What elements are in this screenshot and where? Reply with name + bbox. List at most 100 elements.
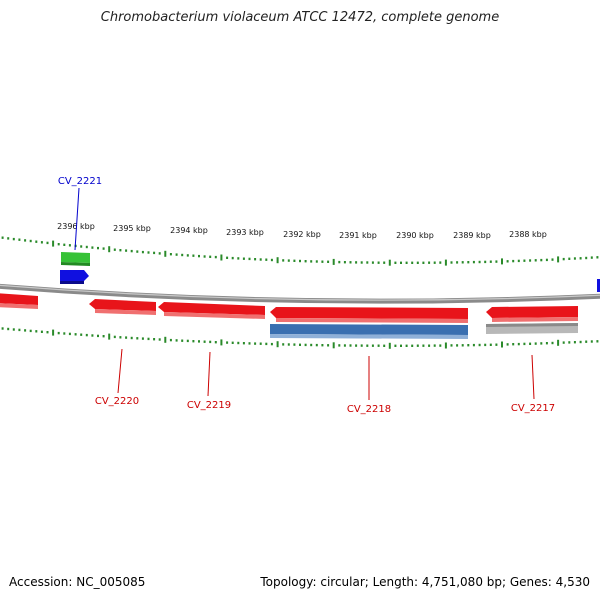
inner-tick-35	[192, 340, 195, 343]
inner-tick-83	[461, 344, 464, 347]
inner-tick-20	[108, 333, 111, 340]
outer-tick-22	[119, 249, 122, 252]
outer-tick-30	[164, 250, 167, 257]
outer-tick-86	[478, 260, 481, 264]
gene-cv2217-grey[interactable]	[486, 323, 578, 334]
outer-tick-38	[209, 255, 212, 258]
inner-tick-79	[439, 344, 442, 347]
inner-tick-12	[63, 332, 66, 335]
gene-cv2221-green[interactable]	[61, 252, 90, 266]
outer-tick-39	[214, 255, 217, 259]
outer-tick-106	[590, 256, 593, 259]
inner-tick-46	[254, 342, 257, 345]
inner-tick-34	[186, 339, 189, 343]
inner-tick-54	[299, 343, 301, 346]
inner-tick-25	[136, 337, 139, 340]
gene-label-cv2219[interactable]: CV_2219	[187, 400, 231, 411]
inner-tick-100	[557, 339, 560, 346]
leader-line-cv2219	[207, 351, 211, 397]
outer-tick-97	[540, 258, 543, 262]
inner-tick-88	[489, 343, 492, 346]
inner-tick-41	[226, 341, 229, 344]
inner-tick-105	[585, 340, 588, 343]
inner-tick-23	[125, 336, 128, 339]
outer-tick-71	[394, 261, 397, 264]
accession-label: Accession: NC_005085	[9, 575, 146, 589]
scale-label-2390: 2390 kbp	[396, 231, 434, 240]
inner-tick-69	[383, 344, 386, 347]
outer-tick-24	[130, 249, 133, 253]
inner-tick-104	[579, 340, 582, 344]
gene-label-cv2220[interactable]: CV_2220	[95, 396, 139, 407]
inner-tick-89	[495, 343, 498, 346]
gene-cv2218[interactable]	[270, 307, 468, 323]
inner-tick-36	[198, 340, 200, 343]
gene-blue-forward[interactable]	[60, 270, 89, 284]
outer-tick-46	[254, 258, 257, 261]
gene-cv2218-blue[interactable]	[270, 324, 468, 339]
outer-tick-4	[18, 238, 21, 241]
outer-tick-84	[467, 261, 470, 264]
outer-tick-105	[585, 256, 588, 260]
inner-tick-17	[91, 334, 94, 337]
inner-tick-2	[7, 327, 10, 331]
inner-tick-86	[478, 343, 481, 347]
gene-label-cv2221[interactable]: CV_2221	[58, 176, 102, 187]
inner-tick-9	[46, 331, 49, 334]
outer-tick-54	[299, 259, 301, 263]
inner-tick-56	[310, 343, 313, 347]
outer-tick-29	[158, 252, 161, 255]
outer-tick-23	[125, 249, 128, 252]
outer-tick-81	[450, 261, 453, 264]
inner-tick-55	[304, 343, 307, 347]
genome-title: Chromobacterium violaceum ATCC 12472, co…	[100, 10, 500, 25]
outer-tick-78	[433, 261, 436, 264]
outer-tick-51	[282, 259, 285, 262]
gene-cv2217[interactable]	[486, 306, 578, 322]
inner-tick-15	[80, 333, 83, 336]
inner-tick-13	[68, 332, 71, 336]
outer-tick-85	[472, 260, 475, 264]
outer-tick-104	[579, 257, 582, 260]
outer-tick-26	[141, 250, 144, 254]
inner-tick-64	[355, 344, 358, 347]
outer-tick-92	[512, 259, 515, 263]
outer-tick-37	[203, 255, 206, 258]
inner-tick-95	[529, 342, 532, 345]
inner-tick-3	[12, 328, 15, 331]
leader-line-cv2220	[117, 348, 123, 394]
outer-tick-19	[102, 247, 105, 250]
inner-tick-18	[97, 334, 99, 338]
inner-tick-27	[147, 337, 150, 341]
inner-tick-30	[164, 336, 167, 343]
outer-tick-79	[439, 261, 442, 264]
gene-cv2220[interactable]	[89, 299, 156, 315]
inner-tick-106	[590, 340, 593, 343]
outer-tick-83	[461, 261, 464, 264]
outer-tick-107	[596, 256, 599, 259]
gene-red-left-edge[interactable]	[0, 293, 38, 309]
outer-tick-60	[332, 258, 335, 265]
outer-tick-35	[192, 254, 195, 257]
inner-tick-103	[573, 341, 576, 344]
outer-tick-65	[360, 261, 363, 264]
inner-tick-5	[24, 329, 27, 332]
gene-cv2219[interactable]	[158, 302, 265, 319]
outer-tick-53	[293, 259, 296, 262]
outer-tick-25	[136, 250, 139, 253]
leader-line-cv2221	[74, 187, 80, 251]
outer-tick-43	[237, 257, 240, 260]
gene-label-cv2218[interactable]: CV_2218	[347, 404, 391, 415]
outer-tick-45	[248, 257, 251, 261]
gene-label-cv2217[interactable]: CV_2217	[511, 403, 555, 414]
outer-tick-13	[68, 244, 71, 247]
inner-tick-21	[113, 335, 116, 339]
gene-blue-forward-edge[interactable]	[597, 279, 600, 292]
scale-label-2396: 2396 kbp	[57, 222, 95, 231]
outer-tick-90	[501, 258, 503, 265]
outer-tick-52	[287, 259, 290, 262]
outer-tick-76	[422, 261, 425, 264]
outer-tick-49	[270, 258, 273, 262]
outer-tick-47	[259, 258, 262, 261]
